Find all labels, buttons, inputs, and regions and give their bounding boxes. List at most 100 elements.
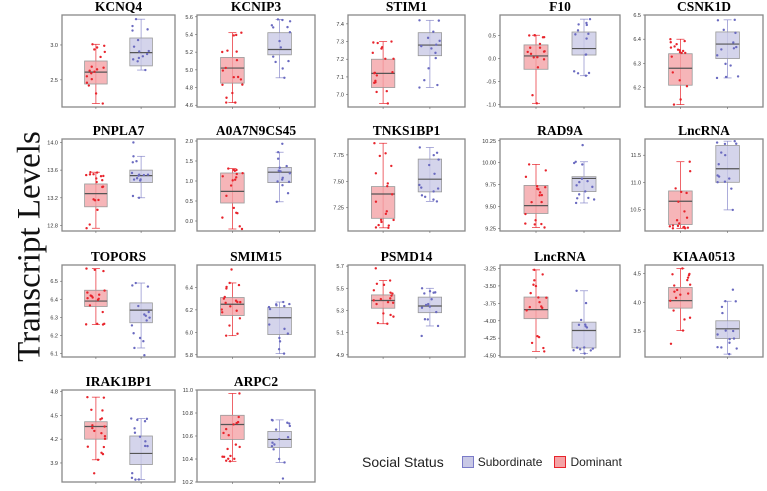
data-point [387, 226, 390, 230]
data-point [101, 102, 104, 105]
box-dominant [220, 268, 245, 337]
data-point [141, 55, 145, 58]
plot-frame [196, 389, 316, 483]
data-point [281, 18, 284, 22]
data-point [99, 175, 103, 178]
data-point [221, 216, 224, 219]
data-point [96, 458, 100, 461]
data-point [732, 337, 736, 340]
data-point [275, 304, 278, 307]
data-point [577, 323, 581, 327]
data-point [232, 75, 235, 79]
data-point [132, 155, 135, 158]
data-point [528, 46, 532, 49]
data-point [673, 290, 676, 293]
panel-csnk1d: CSNK1D 6.2 6.3 6.4 6.5 [633, 0, 764, 109]
data-point [86, 445, 90, 448]
y-tick-label: 10.00 [482, 161, 496, 167]
iqr-box [267, 307, 292, 335]
data-point [545, 296, 548, 299]
data-point [716, 345, 719, 349]
data-point [418, 19, 421, 22]
data-point [673, 284, 676, 287]
data-point [286, 332, 290, 335]
data-point [675, 288, 679, 292]
data-point [524, 222, 527, 225]
panel-title: LncRNA [678, 123, 730, 138]
data-point [276, 180, 279, 183]
data-point [102, 174, 105, 178]
data-point [277, 457, 281, 461]
panel-title: TOPORS [91, 249, 146, 264]
data-point [427, 67, 430, 70]
plot-frame [196, 264, 316, 358]
data-point [584, 74, 588, 77]
data-point [241, 171, 244, 175]
data-point [232, 168, 236, 172]
panel-a0a7n9cs45: A0A7N9CS45 0.0 0.5 1.0 1.5 2.0 [185, 123, 316, 233]
data-point [240, 227, 244, 231]
iqr-box [571, 176, 597, 192]
data-point [375, 74, 379, 77]
data-point [384, 57, 387, 60]
data-point [536, 334, 539, 338]
data-point [544, 169, 547, 172]
data-point [724, 75, 728, 79]
box-subordinate [417, 19, 443, 89]
data-point [235, 172, 238, 176]
data-point [224, 427, 228, 431]
data-point [685, 191, 688, 195]
y-tick-label: 5.0 [185, 68, 193, 74]
data-point [89, 294, 92, 297]
data-point [385, 210, 389, 213]
data-point [669, 299, 672, 302]
data-point [91, 424, 94, 427]
data-point [95, 180, 98, 184]
data-point [592, 198, 596, 201]
iqr-box [84, 289, 108, 307]
data-point [434, 51, 437, 55]
plot-frame [196, 138, 316, 232]
data-point [85, 81, 89, 84]
panel-pnpla7: PNPLA7 12.8 13.2 13.6 14.0 [47, 123, 176, 233]
data-point [268, 307, 272, 311]
data-point [723, 142, 727, 146]
panel-irak1bp1: IRAK1BP1 3.9 4.2 4.5 4.8 [50, 374, 176, 484]
data-point [278, 340, 282, 343]
iqr-box [220, 414, 245, 440]
data-point [379, 297, 383, 301]
data-point [274, 60, 277, 64]
data-point [384, 152, 387, 155]
box-subordinate [715, 288, 740, 356]
data-point [222, 431, 225, 435]
data-point [720, 346, 723, 349]
plot-frame [499, 14, 621, 108]
data-point [435, 200, 439, 203]
data-point [235, 309, 238, 312]
data-point [227, 433, 230, 437]
data-point [137, 196, 141, 199]
data-point [423, 195, 427, 199]
data-point [591, 347, 595, 350]
panel-f10: F10 -1.0 -0.5 0.0 0.5 [487, 0, 621, 109]
data-point [688, 272, 691, 276]
data-point [236, 300, 239, 304]
data-point [386, 322, 389, 325]
y-tick-label: 7.3 [336, 40, 344, 46]
data-point [136, 418, 139, 422]
data-point [139, 179, 142, 182]
data-point [225, 101, 228, 104]
plot-frame [196, 14, 316, 108]
data-point [233, 457, 236, 461]
data-point [436, 187, 440, 190]
data-point [392, 57, 395, 60]
data-point [101, 185, 104, 189]
data-point [234, 443, 238, 446]
y-tick-label: 6.0 [185, 330, 193, 336]
data-point [286, 435, 290, 439]
data-point [542, 58, 546, 61]
data-point [86, 291, 89, 294]
y-tick-label: 4.8 [185, 86, 193, 92]
data-point [540, 200, 543, 204]
box-subordinate [129, 281, 153, 357]
